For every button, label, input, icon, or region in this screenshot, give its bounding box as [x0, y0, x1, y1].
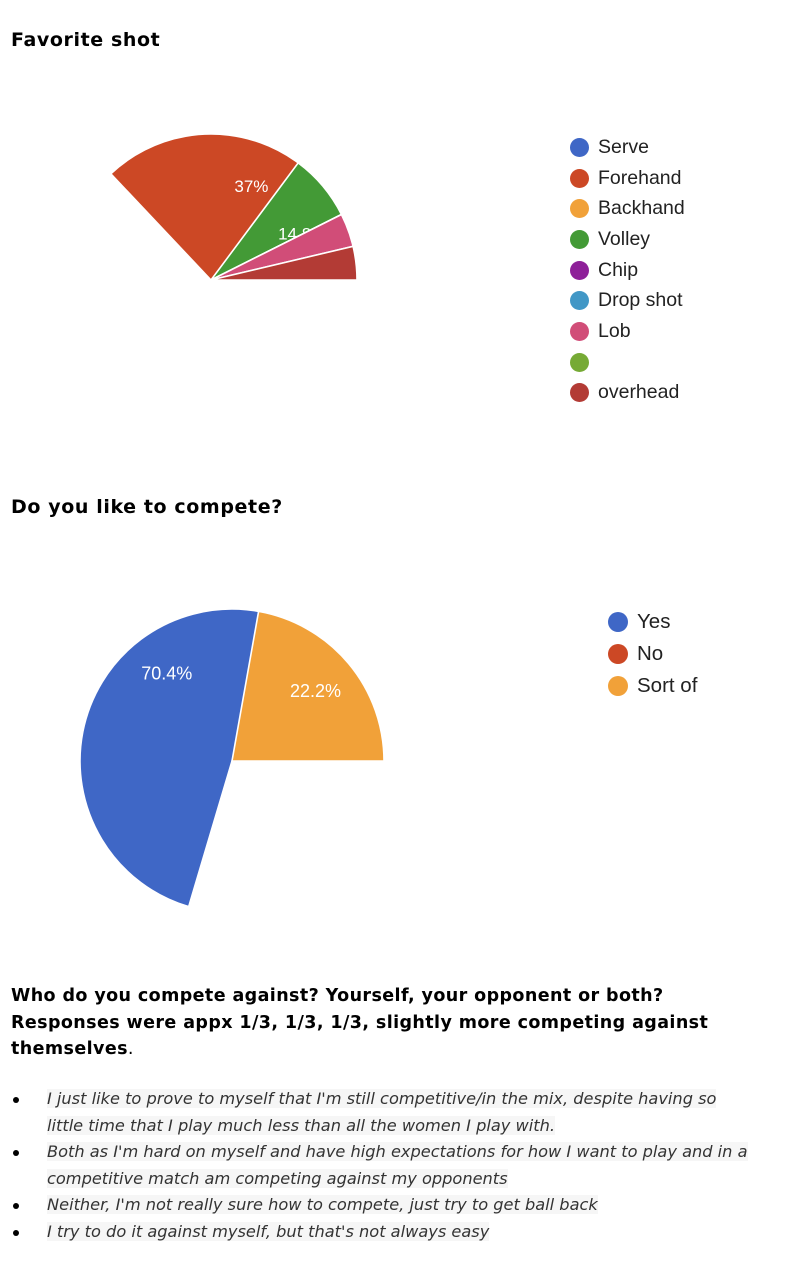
legend-swatch — [608, 676, 628, 697]
compete-legend: Yes No Sort of — [608, 606, 697, 703]
legend-item: Volley — [570, 224, 685, 255]
pie-slice-overhead — [210, 245, 358, 281]
response-item: I try to do it against myself, but that'… — [11, 1219, 751, 1246]
legend-swatch — [570, 199, 589, 219]
legend-label: Chip — [598, 258, 639, 281]
legend-swatch — [570, 229, 589, 249]
pie-data-label: 37% — [234, 177, 268, 196]
legend-item: Lob — [570, 316, 685, 347]
legend-swatch — [608, 612, 628, 633]
legend-item: No — [608, 638, 697, 670]
legend-label: Yes — [637, 610, 671, 634]
legend-item: Yes — [608, 606, 697, 638]
chart1-title: Favorite shot — [11, 29, 161, 51]
bullet-icon — [13, 1150, 19, 1156]
bullet-icon — [13, 1229, 19, 1236]
compete-pie-chart: 70.4% 22.2% — [79, 608, 385, 908]
favorite-shot-legend: Serve Forehand Backhand Volley Chip Drop shot… — [570, 132, 685, 408]
favorite-shot-pie-chart: 7.4%37%11.1%14.8% — [109, 133, 358, 281]
legend-label: Serve — [598, 135, 649, 158]
legend-label: Sort of — [637, 674, 698, 698]
response-text: Neither, I'm not really sure how to comp… — [47, 1195, 598, 1214]
legend-swatch — [570, 260, 589, 280]
pie-data-label: 70.4% — [141, 664, 192, 684]
legend-swatch — [608, 644, 628, 665]
pie-data-label: 22.2% — [290, 681, 341, 701]
question-who-compete-against: Who do you compete against? Yourself, yo… — [11, 983, 711, 1063]
legend-swatch — [570, 291, 589, 311]
response-item: Neither, I'm not really sure how to comp… — [11, 1192, 751, 1219]
legend-label: overhead — [598, 381, 680, 404]
legend-item: Serve — [570, 132, 685, 163]
legend-item: Backhand — [570, 193, 685, 224]
pie-slice-sort-of — [231, 610, 385, 762]
legend-label: Lob — [598, 319, 631, 342]
legend-label: Backhand — [598, 197, 685, 220]
legend-label: No — [637, 642, 664, 666]
legend-swatch — [570, 383, 589, 403]
legend-swatch — [570, 168, 589, 188]
legend-item: overhead — [570, 378, 685, 409]
question-period: . — [127, 1039, 134, 1059]
legend-item: Sort of — [608, 670, 697, 702]
response-text: Both as I'm hard on myself and have high… — [47, 1142, 748, 1188]
legend-swatch — [570, 352, 589, 372]
legend-label: Forehand — [598, 166, 682, 189]
response-text: I try to do it against myself, but that'… — [47, 1221, 490, 1241]
chart2-title: Do you like to compete? — [11, 496, 283, 518]
legend-swatch — [570, 137, 589, 157]
response-item: Both as I'm hard on myself and have high… — [11, 1139, 751, 1192]
legend-item: Forehand — [570, 163, 685, 194]
legend-swatch — [570, 321, 589, 341]
legend-label: Volley — [598, 227, 651, 250]
legend-label: Drop shot — [598, 289, 683, 312]
response-item: I just like to prove to myself that I'm … — [11, 1086, 751, 1139]
legend-item: Drop shot — [570, 285, 685, 316]
question-text: Who do you compete against? Yourself, yo… — [11, 986, 709, 1059]
legend-item: Chip — [570, 255, 685, 286]
legend-item — [570, 347, 685, 378]
response-text: I just like to prove to myself that I'm … — [47, 1089, 717, 1135]
bullet-icon — [13, 1203, 19, 1209]
bullet-icon — [13, 1097, 19, 1103]
responses-list: I just like to prove to myself that I'm … — [11, 1086, 751, 1245]
